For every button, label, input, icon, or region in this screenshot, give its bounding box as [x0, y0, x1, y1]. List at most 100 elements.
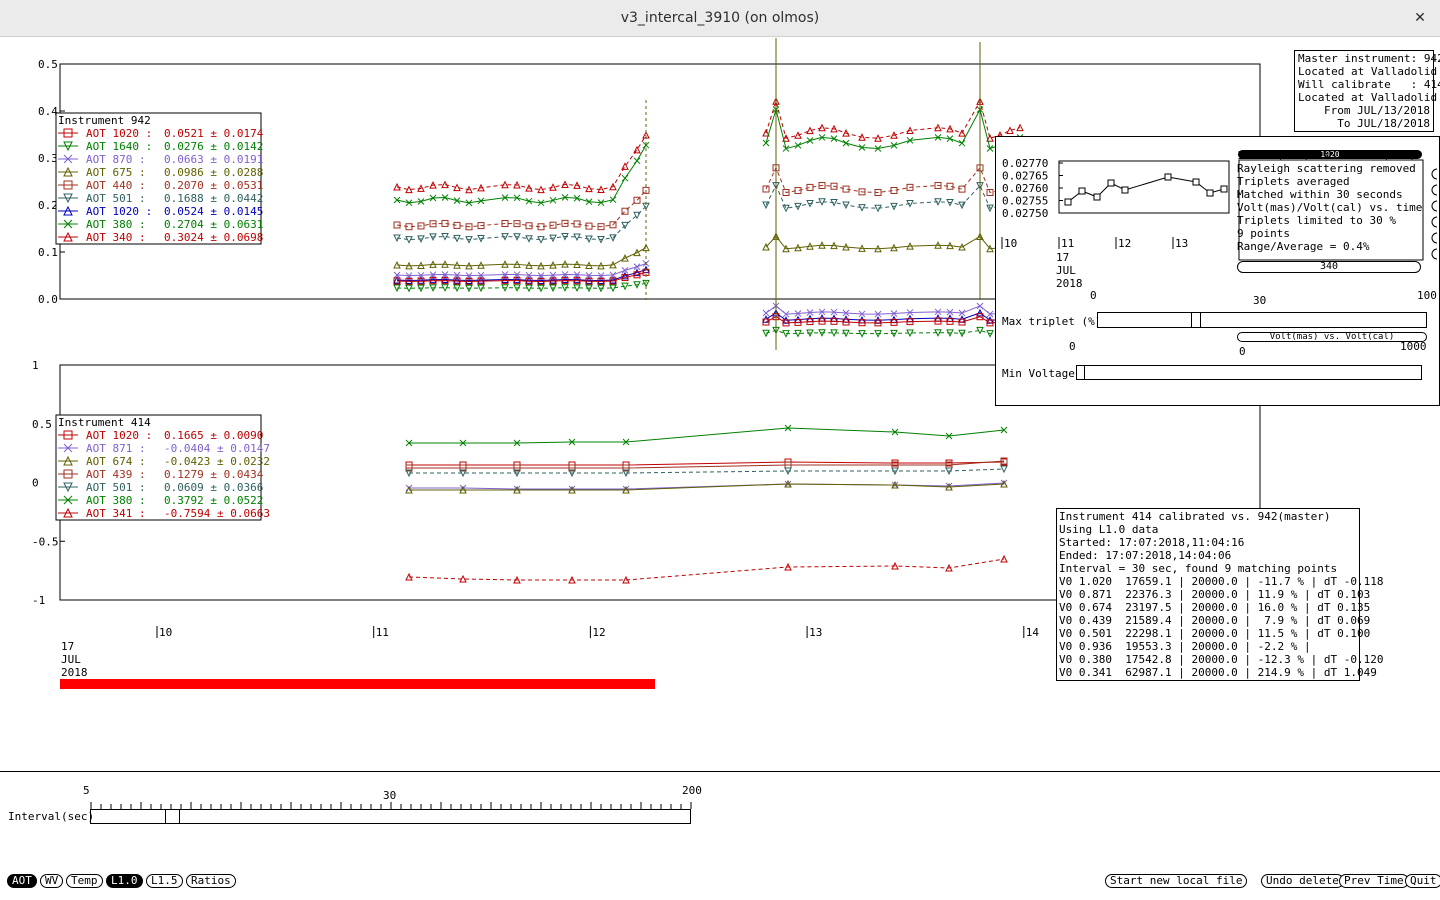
marker-triangle-down	[762, 329, 770, 338]
y-tick-label: 0.4	[38, 105, 58, 118]
marker-triangle-down	[525, 235, 533, 243]
ratio-option[interactable]: Volt(mas)/Volt(cal) vs. time	[1237, 201, 1423, 214]
marker-triangle-up	[549, 275, 557, 284]
calibration-info-line: V0 0.936 19553.3 | 20000.0 | -2.2 % |	[1059, 640, 1311, 653]
legend-label: AOT 501 :	[86, 192, 146, 205]
option-edge	[1431, 168, 1438, 180]
ratio-option[interactable]: Triplets limited to 30 %	[1237, 214, 1396, 227]
mode-button-wv[interactable]: WV	[40, 874, 64, 888]
marker-square	[477, 277, 485, 285]
marker-triangle-down	[622, 469, 630, 478]
prev-time-button[interactable]: Prev Time	[1339, 874, 1409, 888]
y-tick-label: 0.1	[38, 246, 58, 259]
marker-triangle-up	[609, 260, 617, 269]
marker-square	[621, 274, 629, 282]
marker-x	[934, 134, 942, 141]
marker-triangle-down	[782, 204, 790, 213]
marker-x	[946, 135, 954, 143]
mode-button-temp[interactable]: Temp	[66, 874, 103, 888]
marker-triangle-up	[621, 253, 629, 262]
marker-triangle-up	[513, 485, 521, 494]
marker-triangle-up	[568, 485, 576, 494]
max-triplet-thumb[interactable]	[1191, 312, 1201, 328]
ratio-option[interactable]: Rayleigh scattering removed	[1237, 162, 1416, 175]
marker-square	[621, 207, 629, 215]
marker-triangle-up	[906, 242, 914, 250]
marker-triangle-up	[453, 183, 461, 192]
interval-slider[interactable]	[90, 809, 691, 824]
marker-triangle-down	[585, 235, 593, 244]
marker-triangle-down	[63, 141, 73, 152]
ratio-option[interactable]: 1.0203(cal) vs. 1.0199(mas)	[1237, 149, 1416, 162]
max-triplet-min: 0	[1090, 289, 1097, 302]
marker-triangle-down	[513, 233, 521, 241]
time-selection-bar[interactable]	[60, 679, 655, 689]
ratio-option[interactable]: Range/Average = 0.4%	[1237, 240, 1370, 253]
marker-square	[477, 222, 485, 230]
ratio-option[interactable]: 9 points	[1237, 227, 1290, 240]
interval-area: 5 30 200 Interval(sec)	[0, 771, 1440, 900]
marker-triangle-up	[537, 261, 545, 270]
marker-triangle-down	[609, 234, 617, 242]
series-line	[765, 99, 1021, 139]
marker-triangle-up	[441, 260, 449, 268]
ratio-header-pill[interactable]: 1020	[1238, 150, 1422, 159]
series-line	[396, 282, 647, 289]
marker-square	[393, 221, 401, 229]
start-new-local-file-button[interactable]: Start new local file	[1105, 874, 1248, 888]
marker-triangle-up	[858, 133, 866, 141]
ratio-option[interactable]: Triplets averaged	[1237, 175, 1350, 188]
mode-button-aot[interactable]: AOT	[7, 874, 37, 888]
ratio-footer-pill[interactable]: 340	[1237, 261, 1421, 273]
series-line	[409, 460, 1005, 469]
marker-x	[453, 271, 461, 279]
ratio-option[interactable]: Matched within 30 seconds	[1237, 188, 1403, 201]
marker-square	[417, 277, 425, 285]
marker-x	[806, 309, 814, 316]
marker-square	[561, 219, 569, 227]
marker-triangle-up	[842, 242, 850, 251]
min-voltage-slider[interactable]	[1076, 365, 1422, 380]
max-triplet-slider[interactable]	[1097, 312, 1427, 328]
undo-delete-button[interactable]: Undo delete	[1261, 874, 1344, 888]
series-line	[396, 134, 647, 191]
marker-x	[633, 263, 641, 271]
mode-button-l1-0[interactable]: L1.0	[106, 874, 143, 888]
marker-square	[537, 223, 545, 231]
marker-triangle-down	[417, 284, 425, 293]
marker-triangle-down	[537, 236, 545, 244]
marker-triangle-up	[585, 261, 593, 270]
marker-triangle-down	[806, 200, 814, 208]
mode-button-l1-5[interactable]: L1.5	[146, 874, 183, 888]
marker-triangle-up	[417, 261, 425, 269]
y-tick-label: 0	[32, 477, 39, 490]
marker-triangle-down	[1000, 465, 1008, 474]
marker-triangle-up	[906, 126, 914, 135]
marker-triangle-down	[405, 236, 413, 244]
marker-square	[806, 318, 814, 326]
ratio-point	[1192, 178, 1200, 186]
marker-triangle-down	[549, 234, 557, 243]
ratio-y-label: 0.02760	[1002, 182, 1048, 195]
ratio-line	[1067, 176, 1225, 203]
marker-triangle-down	[501, 233, 509, 241]
marker-triangle-up	[976, 308, 984, 317]
interval-min: 5	[83, 784, 90, 797]
quit-button[interactable]: Quit	[1405, 874, 1440, 888]
marker-square	[986, 319, 994, 327]
mode-button-ratios[interactable]: Ratios	[186, 874, 236, 888]
close-icon[interactable]: ✕	[1414, 10, 1426, 26]
marker-triangle-up	[537, 276, 545, 285]
marker-square	[513, 464, 521, 472]
marker-triangle-up	[621, 162, 629, 170]
volt-ratio-pill[interactable]: Volt(mas) vs. Volt(cal)	[1237, 332, 1427, 342]
marker-x	[818, 308, 826, 316]
min-voltage-thumb[interactable]	[1076, 365, 1085, 380]
min-voltage-max: 1000	[1400, 340, 1427, 353]
marker-triangle-down	[453, 284, 461, 293]
marker-square	[573, 220, 581, 228]
marker-square	[459, 464, 467, 472]
legend-value: 0.3024 ± 0.0698	[164, 231, 263, 244]
interval-thumb[interactable]	[165, 809, 180, 824]
